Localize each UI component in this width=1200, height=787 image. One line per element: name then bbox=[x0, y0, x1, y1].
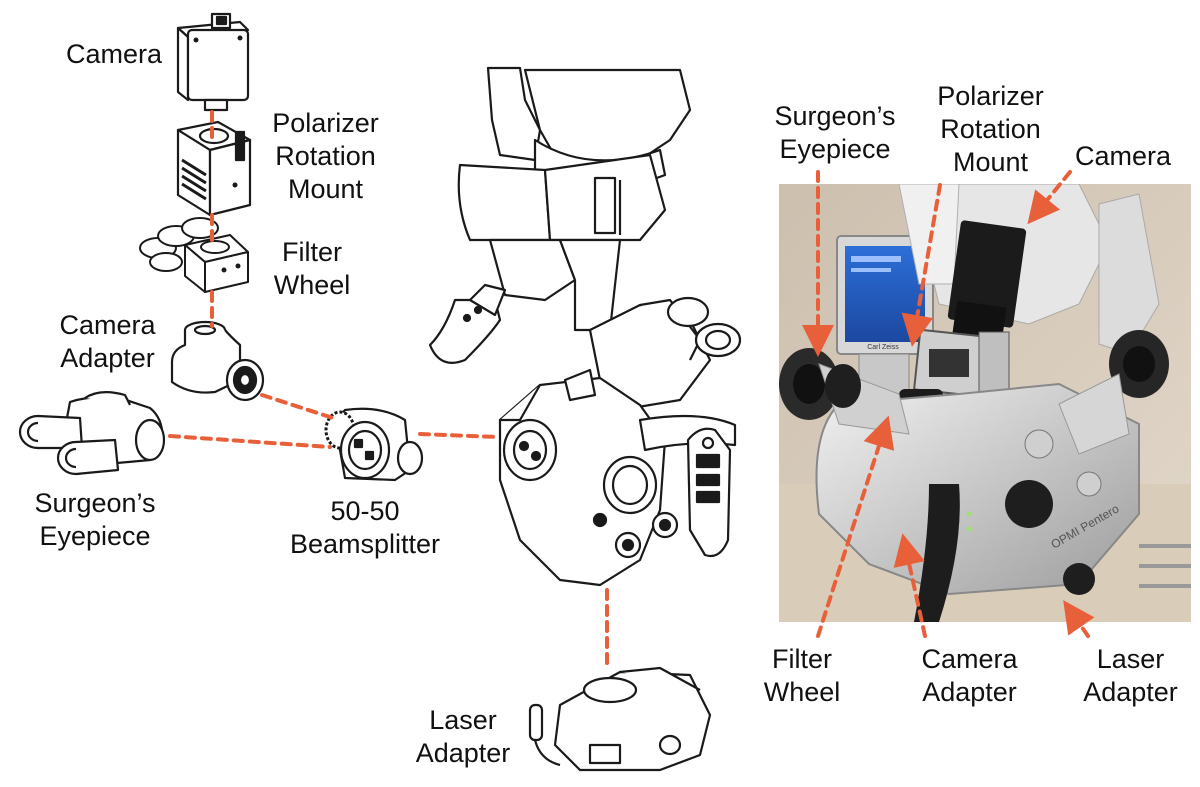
arrow-polarizer bbox=[901, 183, 942, 347]
arrow-filter-wheel bbox=[816, 415, 895, 638]
label-polarizer-right: Polarizer Rotation Mount bbox=[937, 81, 1044, 177]
connector-adapter-splitter bbox=[260, 393, 335, 420]
arrow-camera bbox=[1027, 170, 1072, 225]
label-filter-wheel-right: Filter Wheel bbox=[763, 644, 841, 707]
camera-adapter-drawing bbox=[170, 320, 265, 402]
eyepiece-drawing bbox=[18, 391, 166, 476]
microscope-body-drawing bbox=[428, 66, 742, 587]
connectors bbox=[168, 110, 609, 670]
arrow-laser-adapter bbox=[1063, 600, 1095, 638]
label-filter-wheel-left: Filter Wheel bbox=[273, 237, 351, 300]
connector-eyepiece-splitter bbox=[168, 434, 332, 449]
monitor-text: Carl Zeiss bbox=[867, 344, 899, 351]
label-laser-adapter-right: Laser Adapter bbox=[1083, 644, 1178, 707]
laser-adapter-drawing bbox=[528, 666, 712, 772]
label-laser-adapter-left: Laser Adapter bbox=[415, 705, 511, 768]
label-camera-adapter-left: Camera Adapter bbox=[59, 310, 156, 373]
beamsplitter-drawing bbox=[324, 407, 424, 482]
label-camera-left: Camera bbox=[65, 39, 162, 69]
label-eyepiece-left: Surgeon’s Eyepiece bbox=[34, 488, 156, 551]
label-polarizer-left: Polarizer Rotation Mount bbox=[272, 108, 379, 204]
arrow-camera-adapter bbox=[893, 533, 927, 638]
label-camera-right: Camera bbox=[1074, 141, 1172, 171]
connector-splitter-body bbox=[418, 432, 500, 439]
label-beamsplitter: 50-50 Beamsplitter bbox=[289, 496, 441, 559]
label-eyepiece-right: Surgeon’s Eyepiece bbox=[774, 101, 896, 164]
filter-wheel-drawing bbox=[139, 217, 249, 293]
label-camera-adapter-right: Camera Adapter bbox=[921, 644, 1018, 707]
camera-drawing bbox=[176, 12, 250, 112]
